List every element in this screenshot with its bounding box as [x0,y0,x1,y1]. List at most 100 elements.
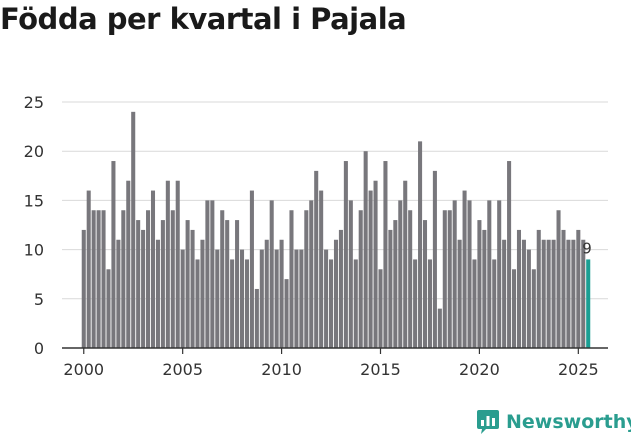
bar [185,220,190,348]
bar [507,161,512,348]
bar [175,180,180,348]
bar [239,249,245,348]
bar [210,200,215,348]
bar [170,210,175,348]
bar [259,249,264,348]
y-tick-label: 20 [24,142,44,161]
newsworthy-brand[interactable]: Newsworthy [476,407,631,437]
bar [348,200,353,348]
bar [432,170,437,348]
bar [91,210,96,348]
highlight-value-label: 9 [582,239,592,257]
bar [141,229,146,348]
bar [541,239,546,348]
bar [111,161,116,348]
bar [274,249,279,348]
bar [136,220,141,348]
bar [150,190,156,348]
bar [343,161,348,348]
bar [551,239,556,348]
bar [452,200,457,348]
bar [427,259,432,348]
bar [378,269,383,348]
bar [487,200,492,348]
bar [264,239,269,348]
bar [319,190,324,348]
bar [200,239,205,348]
bar [393,220,398,348]
bar [215,249,220,348]
bar [447,210,452,348]
bar [492,259,497,348]
bar [116,239,121,348]
x-tick-label: 2010 [261,360,302,379]
bar [86,190,91,348]
brand-name: Newsworthy [506,411,631,433]
bar [279,239,284,348]
bar [442,210,447,348]
y-tick-label: 0 [34,339,44,358]
bar [566,239,571,348]
bar [581,239,586,348]
bar [526,249,531,348]
bar [146,210,151,348]
bar [576,229,581,348]
bar [497,200,502,348]
bar-highlight [586,259,591,348]
bar [126,180,131,348]
bar [398,200,403,348]
chart-title: Födda per kvartal i Pajala [0,2,407,36]
bar [422,220,428,348]
bar [284,279,289,348]
bar [472,259,477,348]
y-tick-label: 15 [24,191,44,210]
bar [403,180,408,348]
bar [388,229,393,348]
bar [165,180,170,348]
bar [329,259,334,348]
bar [368,190,373,348]
bar [101,210,106,348]
bar [121,210,126,348]
bar [324,249,329,348]
x-axis: 2000 2005 2010 2015 2020 2025 [62,347,608,379]
bar [353,259,358,348]
bar [244,259,249,348]
x-tick-label: 2020 [459,360,500,379]
y-tick-label: 10 [24,241,44,260]
bar [358,210,363,348]
bar [482,229,487,348]
bar [338,229,343,348]
bar [304,210,309,348]
bar [512,269,517,348]
bar [477,220,482,348]
bar [294,249,299,348]
x-tick-label: 2005 [162,360,203,379]
bar [516,229,522,348]
bar [96,210,101,348]
bar [561,229,566,348]
bar [467,200,472,348]
bar [106,269,111,348]
bar [254,288,259,348]
bar [437,308,442,348]
bar [249,190,254,348]
bar [289,210,294,348]
bars [81,111,591,348]
bar [81,229,86,348]
bar [383,161,388,348]
data-labels: 9 [582,239,592,257]
bar [413,259,418,348]
bar [462,190,467,348]
bar [230,259,235,348]
bar [457,239,462,348]
bar [333,239,339,348]
bar [521,239,526,348]
bar [205,200,210,348]
bar [180,249,185,348]
bar [571,239,576,348]
x-tick-label: 2000 [63,360,104,379]
bar [536,229,541,348]
bar [373,180,378,348]
